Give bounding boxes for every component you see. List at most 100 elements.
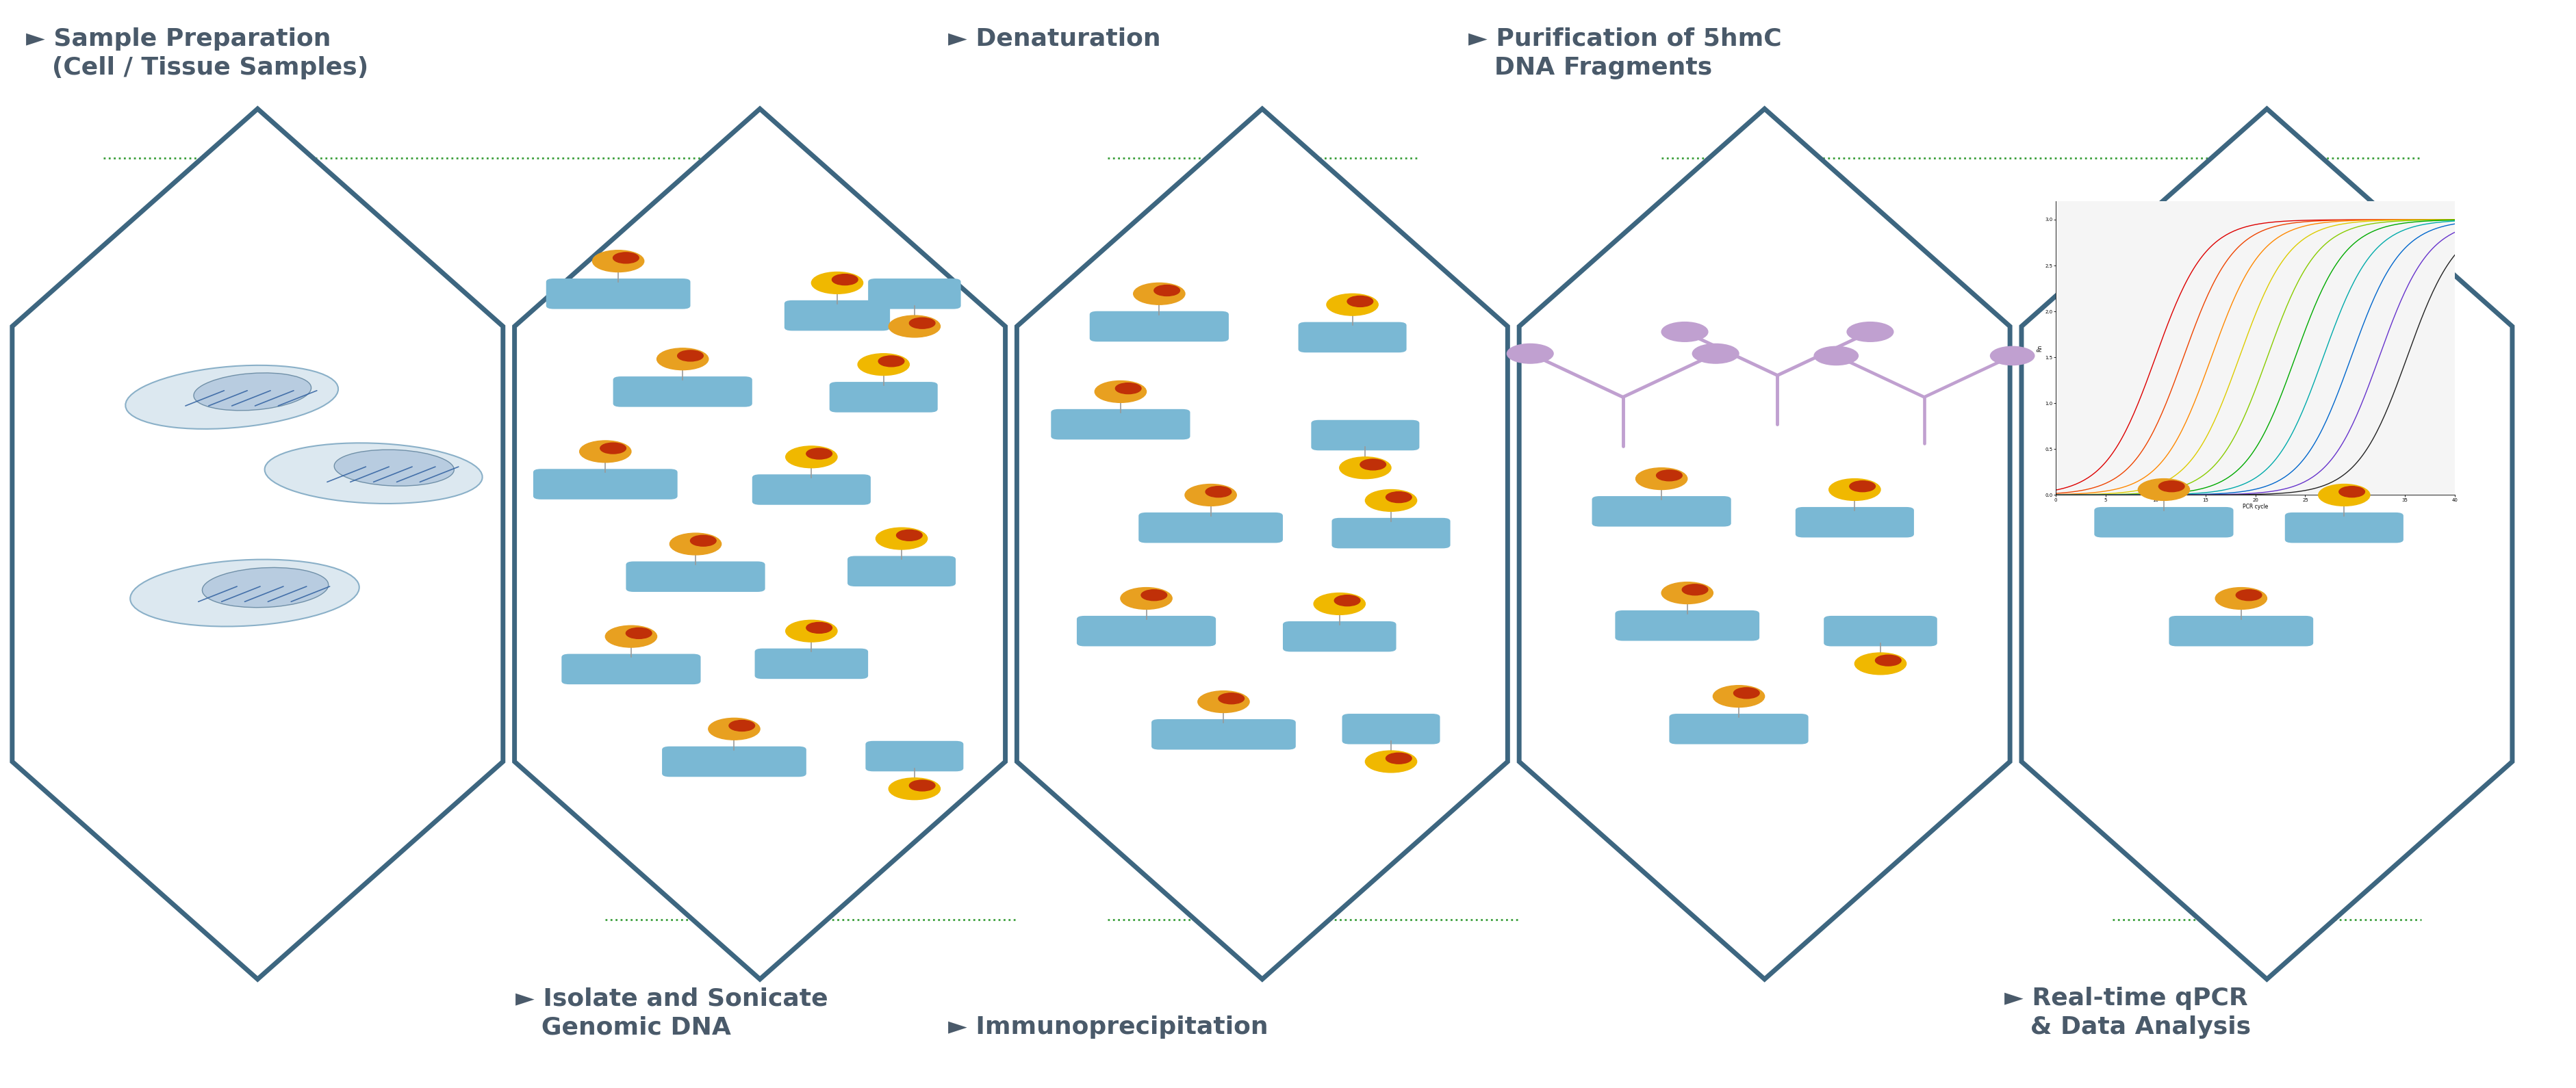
FancyBboxPatch shape — [866, 741, 963, 771]
FancyBboxPatch shape — [848, 556, 956, 586]
FancyBboxPatch shape — [2169, 616, 2313, 646]
Circle shape — [786, 446, 837, 468]
Circle shape — [1855, 653, 1906, 675]
Circle shape — [2236, 590, 2262, 601]
Polygon shape — [515, 109, 1005, 979]
FancyBboxPatch shape — [1342, 714, 1440, 744]
Circle shape — [1692, 344, 1739, 363]
Circle shape — [1636, 468, 1687, 490]
Circle shape — [1347, 296, 1373, 307]
Text: ► Immunoprecipitation: ► Immunoprecipitation — [948, 1016, 1267, 1039]
Circle shape — [909, 318, 935, 329]
Circle shape — [1365, 490, 1417, 511]
Circle shape — [1340, 457, 1391, 479]
Circle shape — [690, 535, 716, 546]
Circle shape — [1682, 584, 1708, 595]
Circle shape — [1133, 283, 1185, 305]
FancyBboxPatch shape — [752, 474, 871, 505]
Circle shape — [1875, 655, 1901, 666]
FancyBboxPatch shape — [662, 746, 806, 777]
Circle shape — [2339, 486, 2365, 497]
Circle shape — [677, 350, 703, 361]
Circle shape — [1218, 693, 1244, 704]
FancyBboxPatch shape — [626, 561, 765, 592]
Circle shape — [2159, 481, 2184, 492]
FancyBboxPatch shape — [783, 300, 889, 331]
Circle shape — [592, 250, 644, 272]
Circle shape — [1662, 582, 1713, 604]
Circle shape — [811, 272, 863, 294]
FancyBboxPatch shape — [562, 654, 701, 684]
Polygon shape — [1520, 109, 2009, 979]
Circle shape — [605, 626, 657, 647]
Circle shape — [1734, 688, 1759, 698]
Circle shape — [1314, 593, 1365, 615]
FancyBboxPatch shape — [1795, 507, 1914, 537]
Circle shape — [1713, 685, 1765, 707]
FancyBboxPatch shape — [868, 279, 961, 309]
Ellipse shape — [335, 449, 453, 486]
FancyBboxPatch shape — [533, 469, 677, 499]
Circle shape — [1360, 459, 1386, 470]
FancyBboxPatch shape — [755, 648, 868, 679]
Circle shape — [1115, 383, 1141, 394]
Circle shape — [729, 720, 755, 731]
FancyBboxPatch shape — [1139, 512, 1283, 543]
FancyBboxPatch shape — [1669, 714, 1808, 744]
Circle shape — [1185, 484, 1236, 506]
Circle shape — [600, 443, 626, 454]
FancyBboxPatch shape — [2285, 512, 2403, 543]
Circle shape — [708, 718, 760, 740]
FancyBboxPatch shape — [1615, 610, 1759, 641]
FancyBboxPatch shape — [829, 382, 938, 412]
Circle shape — [2215, 588, 2267, 609]
Circle shape — [878, 356, 904, 367]
Circle shape — [1095, 381, 1146, 403]
FancyBboxPatch shape — [1592, 496, 1731, 527]
Ellipse shape — [126, 366, 337, 429]
Circle shape — [786, 620, 837, 642]
Circle shape — [2138, 479, 2190, 500]
Circle shape — [806, 622, 832, 633]
Circle shape — [1847, 322, 1893, 342]
FancyBboxPatch shape — [1283, 621, 1396, 652]
FancyBboxPatch shape — [1077, 616, 1216, 646]
Polygon shape — [2022, 109, 2512, 979]
Circle shape — [806, 448, 832, 459]
Circle shape — [1121, 588, 1172, 609]
Circle shape — [1154, 285, 1180, 296]
Circle shape — [1656, 470, 1682, 481]
Circle shape — [1829, 479, 1880, 500]
Circle shape — [1198, 691, 1249, 713]
Circle shape — [1850, 481, 1875, 492]
FancyBboxPatch shape — [1298, 322, 1406, 353]
Circle shape — [1662, 322, 1708, 342]
Circle shape — [889, 778, 940, 800]
Circle shape — [896, 530, 922, 541]
FancyBboxPatch shape — [1051, 409, 1190, 440]
Ellipse shape — [265, 443, 482, 504]
Circle shape — [1334, 595, 1360, 606]
Circle shape — [626, 628, 652, 639]
Circle shape — [2318, 484, 2370, 506]
Circle shape — [858, 354, 909, 375]
Circle shape — [657, 348, 708, 370]
FancyBboxPatch shape — [2094, 507, 2233, 537]
FancyBboxPatch shape — [1311, 420, 1419, 450]
Circle shape — [1991, 346, 2035, 366]
Circle shape — [1327, 294, 1378, 316]
Text: ► Real-time qPCR
   & Data Analysis: ► Real-time qPCR & Data Analysis — [2004, 987, 2251, 1039]
Text: ► Sample Preparation
   (Cell / Tissue Samples): ► Sample Preparation (Cell / Tissue Samp… — [26, 27, 368, 79]
FancyBboxPatch shape — [1151, 719, 1296, 750]
Circle shape — [1507, 344, 1553, 363]
Polygon shape — [1018, 109, 1507, 979]
Circle shape — [670, 533, 721, 555]
FancyBboxPatch shape — [613, 376, 752, 407]
FancyBboxPatch shape — [1090, 311, 1229, 342]
Circle shape — [889, 316, 940, 337]
Circle shape — [1386, 492, 1412, 503]
Circle shape — [580, 441, 631, 462]
Circle shape — [832, 274, 858, 285]
Text: ► Isolate and Sonicate
   Genomic DNA: ► Isolate and Sonicate Genomic DNA — [515, 987, 827, 1039]
Circle shape — [613, 252, 639, 263]
